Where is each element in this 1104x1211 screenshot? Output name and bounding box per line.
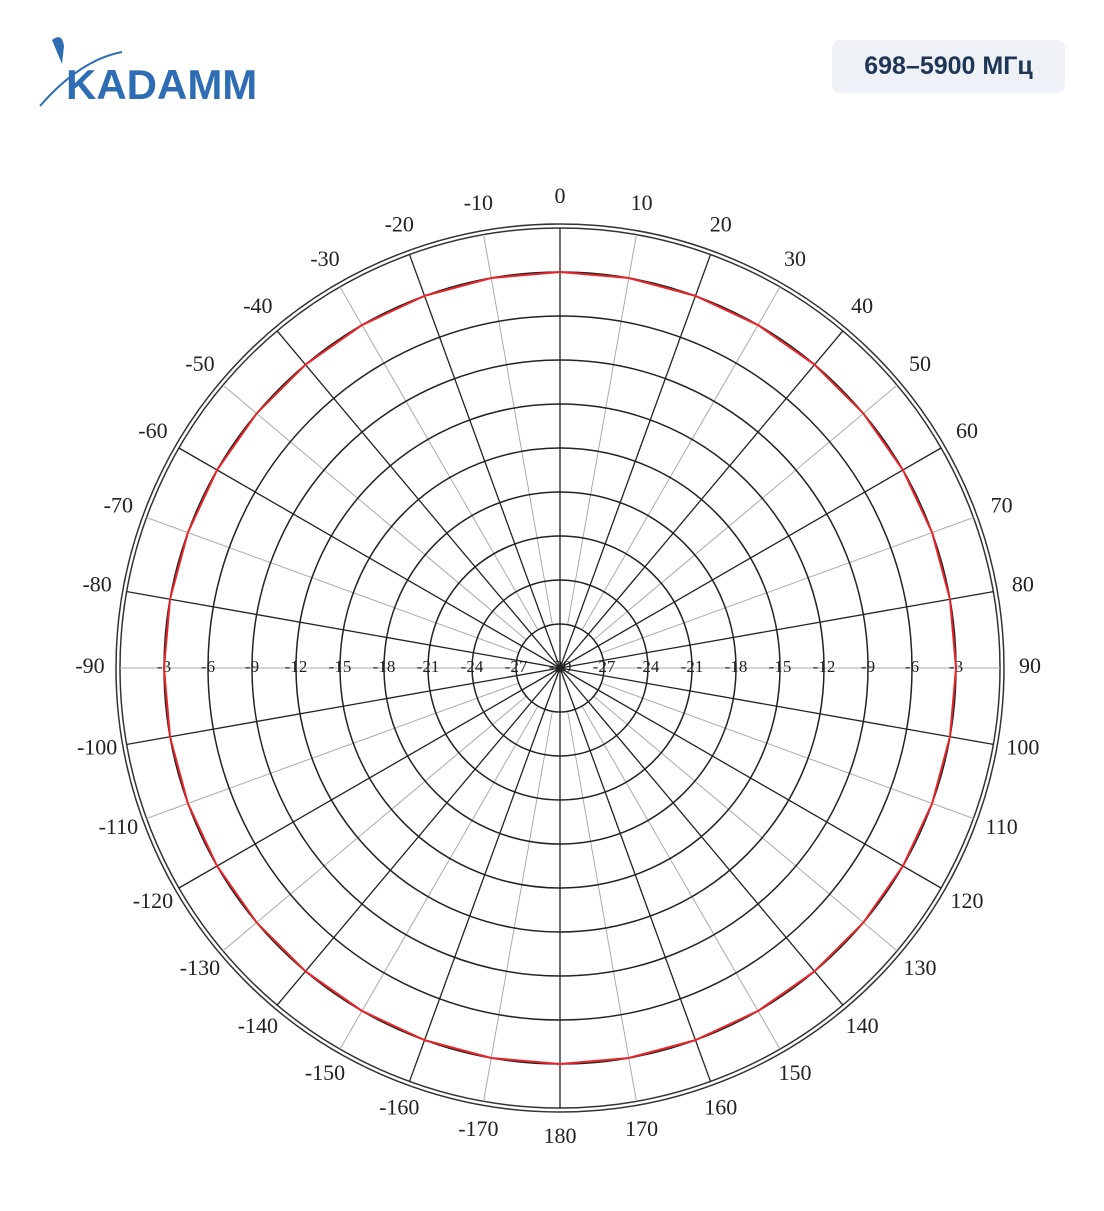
- r-tick-label: -21: [417, 657, 440, 676]
- r-tick-label: -12: [285, 657, 308, 676]
- r-tick-label: -27: [593, 657, 616, 676]
- theta-tick-label: -60: [138, 418, 167, 443]
- theta-tick-label: 30: [784, 246, 806, 271]
- logo-arc: [39, 51, 123, 107]
- spoke: [601, 682, 974, 819]
- spoke: [601, 517, 974, 654]
- theta-tick-label: -120: [133, 888, 173, 913]
- theta-tick-label: -100: [77, 735, 117, 760]
- grid-ring: [207, 315, 913, 1021]
- spoke: [146, 517, 519, 654]
- theta-tick-label: -80: [82, 571, 111, 596]
- r-tick-label: -30: [549, 657, 572, 676]
- grid-ring: [251, 359, 869, 977]
- spoke: [339, 286, 539, 631]
- spoke: [581, 286, 781, 631]
- theta-tick-label: -20: [385, 211, 414, 236]
- theta-tick-label: 50: [909, 351, 931, 376]
- r-tick-label: -15: [769, 657, 792, 676]
- theta-tick-label: -110: [99, 814, 139, 839]
- theta-tick-label: -160: [379, 1095, 419, 1120]
- theta-tick-label: 80: [1012, 571, 1034, 596]
- r-tick-label: -15: [329, 657, 352, 676]
- theta-tick-label: 140: [846, 1013, 879, 1038]
- r-tick-label: -27: [505, 657, 528, 676]
- grid-ring: [339, 447, 781, 889]
- theta-tick-label: -30: [310, 246, 339, 271]
- grid-ring: [471, 579, 649, 757]
- theta-tick-label: 70: [991, 492, 1013, 517]
- spoke: [593, 384, 898, 641]
- spoke: [593, 695, 898, 952]
- theta-tick-label: 60: [956, 418, 978, 443]
- logo-text: KADAMM: [66, 61, 257, 108]
- spoke: [483, 234, 553, 625]
- theta-tick-label: -150: [305, 1060, 345, 1085]
- theta-tick-label: 180: [544, 1123, 577, 1148]
- grid-ring: [515, 623, 605, 713]
- theta-tick-label: -40: [243, 293, 272, 318]
- grid-ring: [383, 491, 737, 845]
- logo-mark: [52, 37, 64, 64]
- r-tick-label: -9: [245, 657, 259, 676]
- r-tick-label: -9: [861, 657, 875, 676]
- grid-ring: [427, 535, 693, 801]
- logo: KADAMM: [39, 37, 257, 108]
- outer-frame: [115, 223, 1005, 1113]
- theta-tick-label: 130: [904, 955, 937, 980]
- r-tick-label: -24: [637, 657, 660, 676]
- theta-tick-label: 20: [710, 211, 732, 236]
- theta-tick-label: 40: [851, 293, 873, 318]
- r-tick-label: -6: [201, 657, 215, 676]
- theta-tick-label: -50: [185, 351, 214, 376]
- spoke: [222, 695, 527, 952]
- r-tick-label: -21: [681, 657, 704, 676]
- theta-tick-label: 160: [704, 1095, 737, 1120]
- r-tick-label: -18: [373, 657, 396, 676]
- spoke: [222, 384, 527, 641]
- pattern-line: [162, 270, 958, 1066]
- r-tick-label: -6: [905, 657, 919, 676]
- spoke: [483, 711, 553, 1102]
- r-tick-label: -12: [813, 657, 836, 676]
- grid-ring: [295, 403, 825, 933]
- theta-tick-label: -130: [180, 955, 220, 980]
- spoke: [146, 682, 519, 819]
- theta-tick-label: -140: [238, 1013, 278, 1038]
- theta-tick-label: 110: [986, 814, 1018, 839]
- theta-tick-label: 120: [951, 888, 984, 913]
- theta-tick-label: 150: [779, 1060, 812, 1085]
- spoke: [567, 234, 637, 625]
- theta-tick-label: -70: [104, 492, 133, 517]
- theta-tick-label: 10: [631, 190, 653, 215]
- spoke: [581, 705, 781, 1050]
- spoke: [567, 711, 637, 1102]
- theta-tick-label: -10: [464, 190, 493, 215]
- theta-tick-label: -90: [75, 653, 104, 678]
- theta-tick-label: 90: [1019, 653, 1041, 678]
- badge: 698–5900 МГц: [832, 40, 1065, 93]
- theta-tick-label: 0: [555, 183, 566, 208]
- r-tick-label: -24: [461, 657, 484, 676]
- theta-tick-label: -170: [458, 1116, 498, 1141]
- r-tick-label: -18: [725, 657, 748, 676]
- theta-tick-label: 100: [1006, 735, 1039, 760]
- spoke: [339, 705, 539, 1050]
- theta-tick-label: 170: [625, 1116, 658, 1141]
